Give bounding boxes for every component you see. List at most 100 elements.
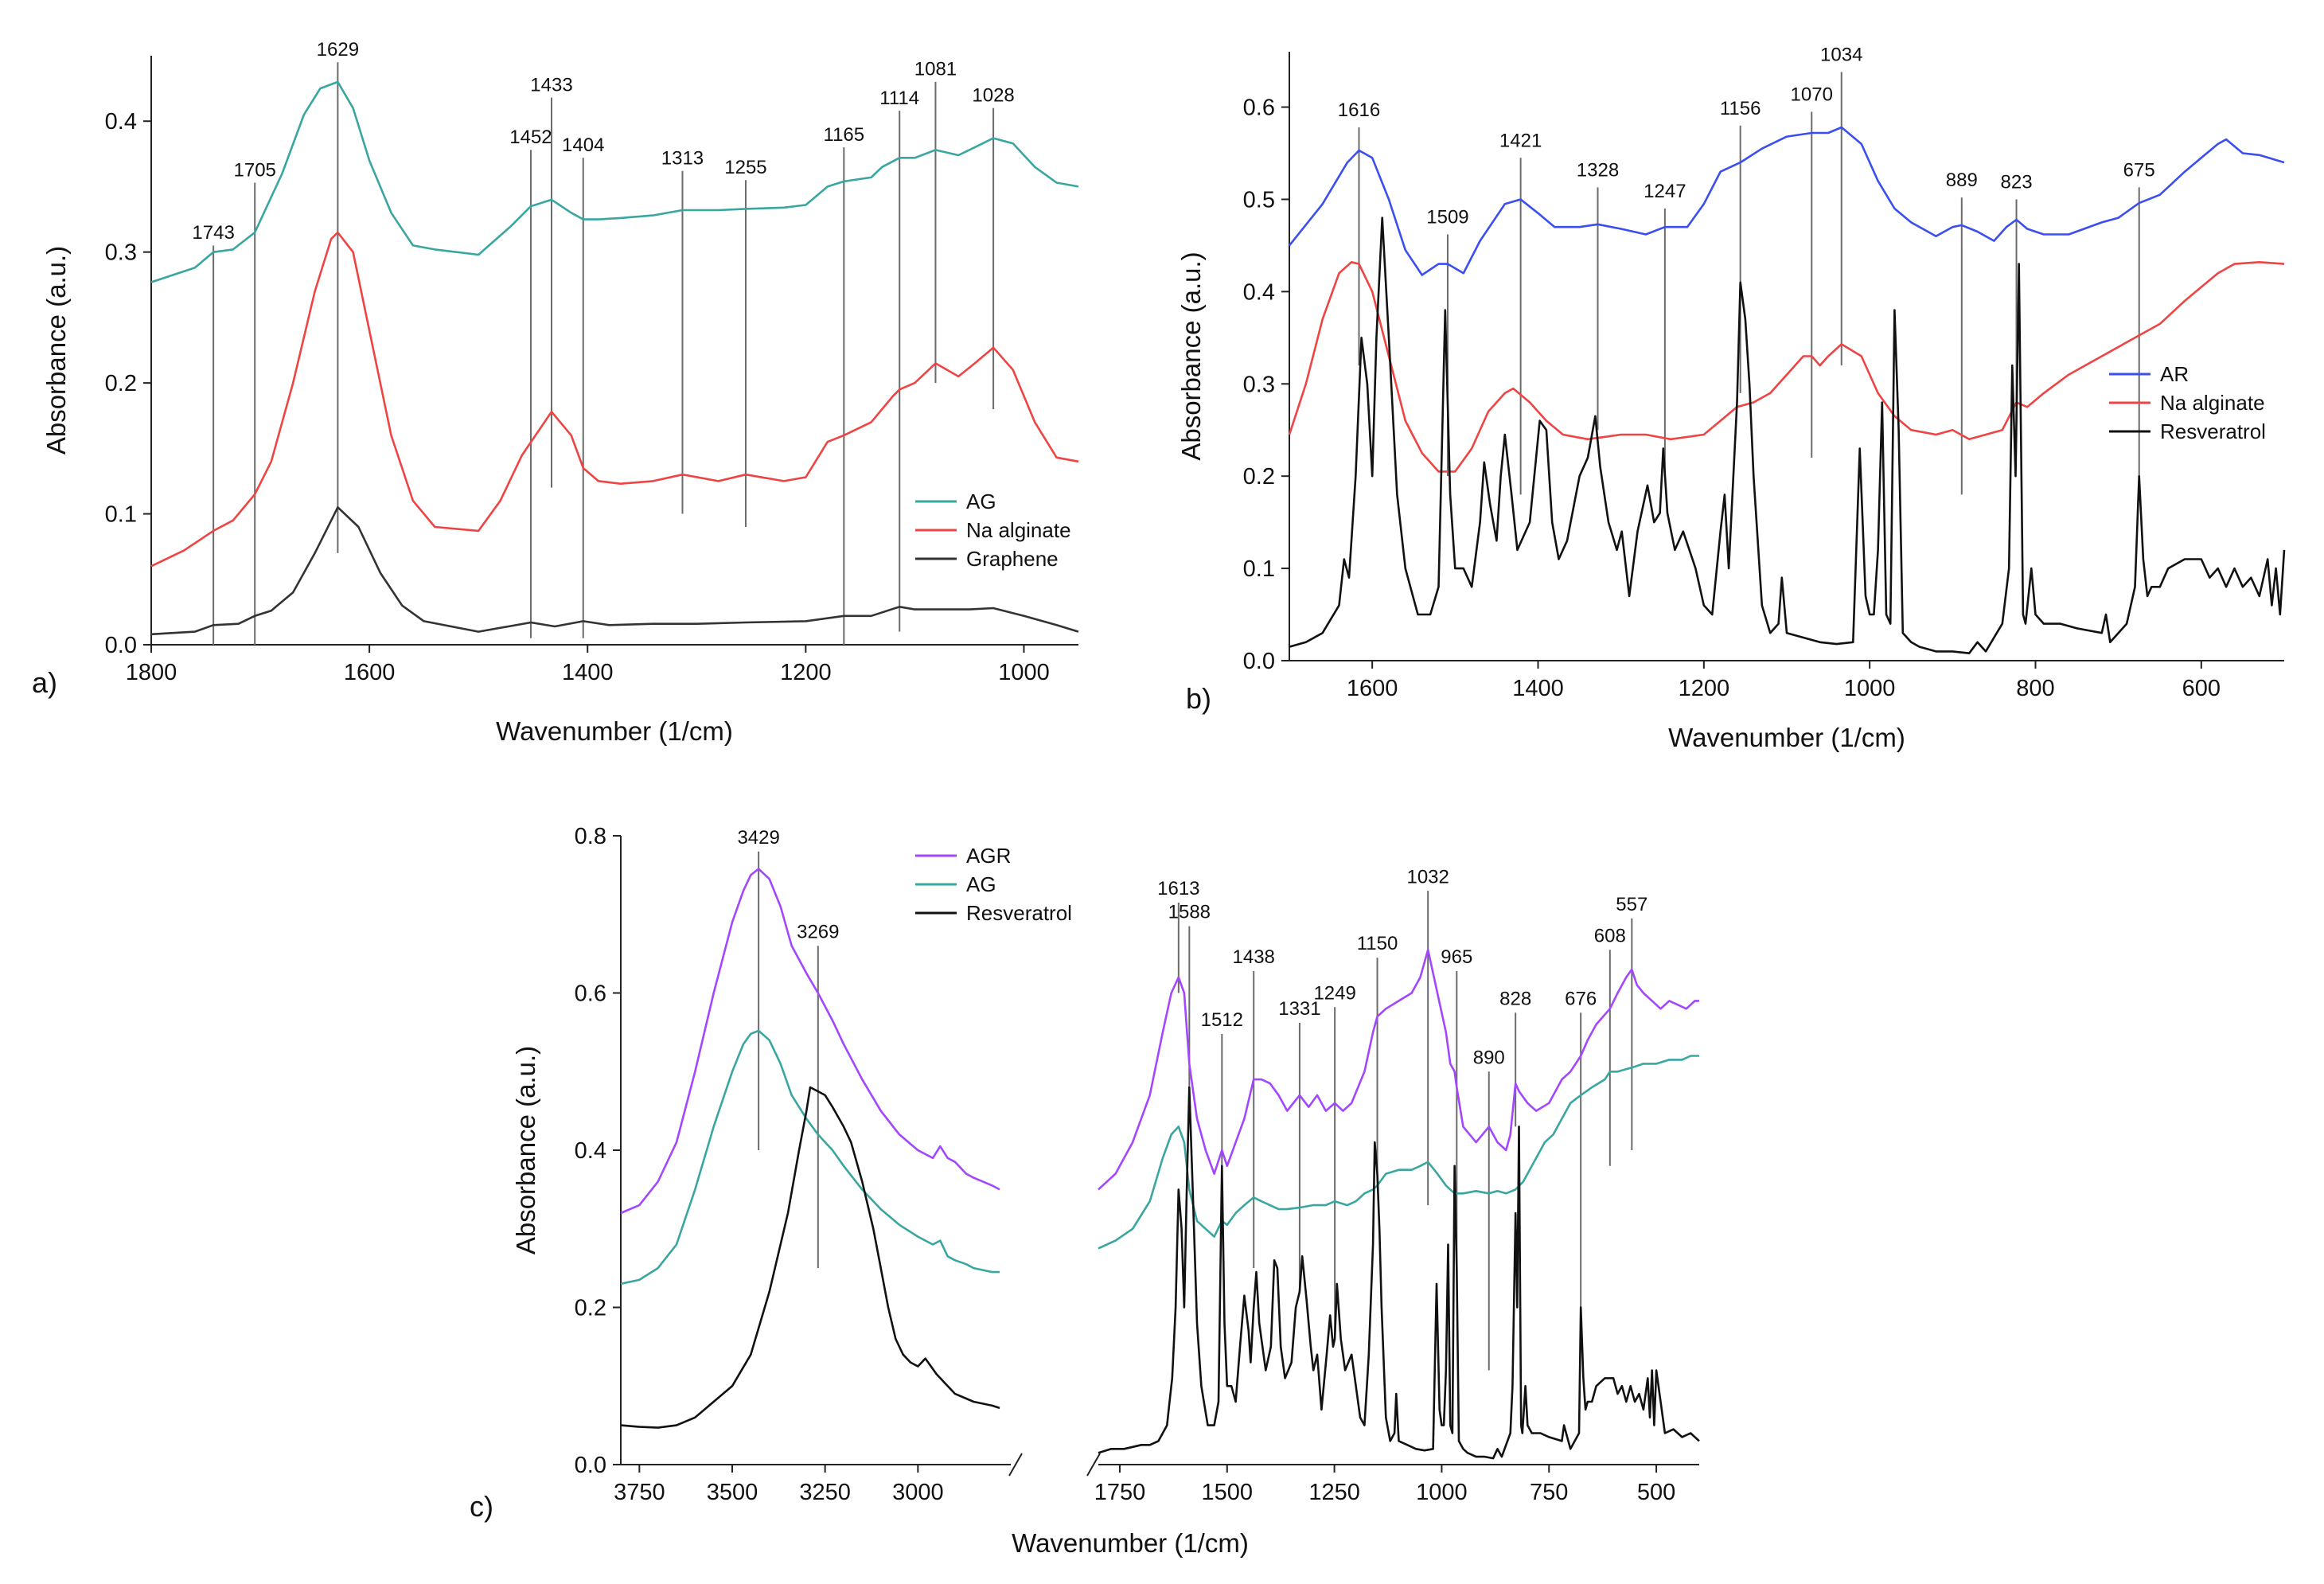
x-tick-label: 1000 [1844, 676, 1896, 701]
peak-label: 1081 [914, 59, 957, 80]
peak-label: 1255 [724, 157, 766, 178]
peak-label: 1438 [1233, 946, 1275, 968]
peak-label: 1588 [1168, 902, 1211, 923]
y-tick-label: 0.5 [1243, 187, 1275, 213]
peak-label: 1433 [530, 74, 572, 96]
y-tick-label: 0.6 [575, 981, 606, 1007]
x-tick-label: 3250 [799, 1480, 851, 1505]
peak-label: 1328 [1577, 159, 1619, 181]
y-tick-label: 0.2 [105, 371, 137, 396]
series-line-ag [620, 1029, 1000, 1286]
y-tick-label: 0.2 [575, 1296, 606, 1321]
peak-label: 889 [1946, 170, 1978, 191]
peak-label: 1452 [509, 127, 552, 148]
peak-label: 1404 [562, 135, 604, 156]
x-tick-label: 1200 [780, 660, 832, 685]
legend-label: AR [2160, 362, 2189, 386]
peak-label: 675 [2123, 159, 2155, 181]
peak-label: 1032 [1406, 866, 1449, 888]
legend-label: Resveratrol [2160, 419, 2266, 443]
series-line-na-alginate [1288, 260, 2285, 473]
peak-label: 1331 [1278, 998, 1320, 1020]
peak-label: 965 [1441, 946, 1472, 968]
y-tick-label: 0.2 [1243, 464, 1275, 490]
panel-a: 1800 1600 1400 1200 1000 0.0 0.1 0.2 0.3 0.4 1743 1… [32, 39, 1079, 746]
peak-label: 1509 [1426, 207, 1468, 228]
y-axis-title: Absorbance (a.u.) [1176, 252, 1206, 460]
legend-label: AG [966, 490, 996, 513]
series-line-ar [1288, 126, 2285, 276]
legend-label: AG [966, 872, 996, 896]
y-tick-label: 0.6 [1243, 96, 1275, 121]
peak-label: 676 [1565, 988, 1597, 1009]
x-tick-label: 1750 [1094, 1480, 1146, 1505]
y-axis-title: Absorbance (a.u.) [511, 1046, 540, 1254]
x-axis-title: Wavenumber (1/cm) [496, 716, 733, 746]
x-tick-label: 1400 [1512, 676, 1564, 701]
peak-label: 1705 [234, 159, 276, 181]
x-tick-label: 500 [1637, 1480, 1675, 1505]
y-tick-label: 0.0 [575, 1453, 606, 1478]
y-tick-label: 0.8 [575, 824, 606, 849]
series-line-agr [620, 868, 1000, 1215]
x-tick-label: 1800 [126, 660, 177, 685]
x-tick-label: 1000 [1416, 1480, 1468, 1505]
series-line-agr [1098, 948, 1699, 1191]
peak-label: 1512 [1201, 1009, 1243, 1031]
x-tick-label: 800 [2016, 676, 2054, 701]
peak-label: 1613 [1157, 878, 1199, 899]
x-tick-label: 3000 [892, 1480, 944, 1505]
legend-label: Resveratrol [966, 901, 1072, 925]
x-tick-label: 3500 [707, 1480, 758, 1505]
panel-label: a) [32, 666, 57, 699]
x-tick-label: 600 [2182, 676, 2221, 701]
series-line-graphene [150, 505, 1079, 636]
x-tick-label: 1400 [562, 660, 614, 685]
peak-label: 1114 [879, 88, 919, 109]
y-axis-title: Absorbance (a.u.) [41, 246, 71, 455]
peak-label: 1421 [1499, 130, 1542, 151]
panel-label: b) [1186, 682, 1211, 715]
series-line-ag [150, 80, 1079, 283]
x-tick-label: 1600 [1347, 676, 1398, 701]
axis-break-mark [1086, 1453, 1101, 1477]
x-axis-title: Wavenumber (1/cm) [1012, 1528, 1249, 1558]
peak-label: 608 [1594, 925, 1626, 946]
legend-label: Graphene [966, 547, 1059, 571]
legend-label: Na alginate [2160, 391, 2265, 415]
x-tick-label: 3750 [614, 1480, 665, 1505]
peak-label: 3429 [737, 827, 779, 849]
peak-label: 890 [1473, 1047, 1505, 1068]
axis-break-mark [1008, 1453, 1023, 1477]
series-line-na-alginate [150, 231, 1079, 568]
y-tick-label: 0.0 [105, 633, 137, 658]
peak-label: 1629 [317, 39, 359, 60]
y-tick-label: 0.4 [575, 1138, 606, 1164]
series-line-resveratrol [1289, 217, 2286, 655]
peak-label: 1150 [1357, 933, 1398, 954]
peak-label: 1249 [1313, 982, 1355, 1004]
x-tick-label: 750 [1530, 1480, 1568, 1505]
peak-label: 1616 [1338, 99, 1380, 121]
peak-label: 1165 [824, 124, 865, 146]
y-tick-label: 0.4 [105, 109, 137, 135]
series-line-resveratrol [1098, 1086, 1700, 1460]
peak-label: 1313 [661, 147, 704, 169]
panel-c: 3750 3500 3250 3000 1750 1500 1250 1000 750 500 0.… [470, 824, 1700, 1558]
peak-label: 1070 [1791, 84, 1833, 105]
peak-label: 557 [1616, 894, 1647, 915]
x-tick-label: 1200 [1679, 676, 1730, 701]
peak-label: 1743 [192, 222, 234, 244]
peak-label: 1028 [972, 85, 1014, 107]
x-tick-label: 1500 [1202, 1480, 1254, 1505]
peak-label: 3269 [797, 921, 839, 942]
peak-label: 823 [2001, 172, 2033, 193]
peak-label: 1034 [1820, 45, 1862, 66]
legend-label: Na alginate [966, 518, 1071, 542]
y-tick-label: 0.0 [1243, 649, 1275, 674]
y-tick-label: 0.3 [105, 240, 137, 266]
x-axis-title: Wavenumber (1/cm) [1668, 723, 1905, 752]
y-tick-label: 0.4 [1243, 279, 1275, 305]
x-tick-label: 1250 [1308, 1480, 1360, 1505]
